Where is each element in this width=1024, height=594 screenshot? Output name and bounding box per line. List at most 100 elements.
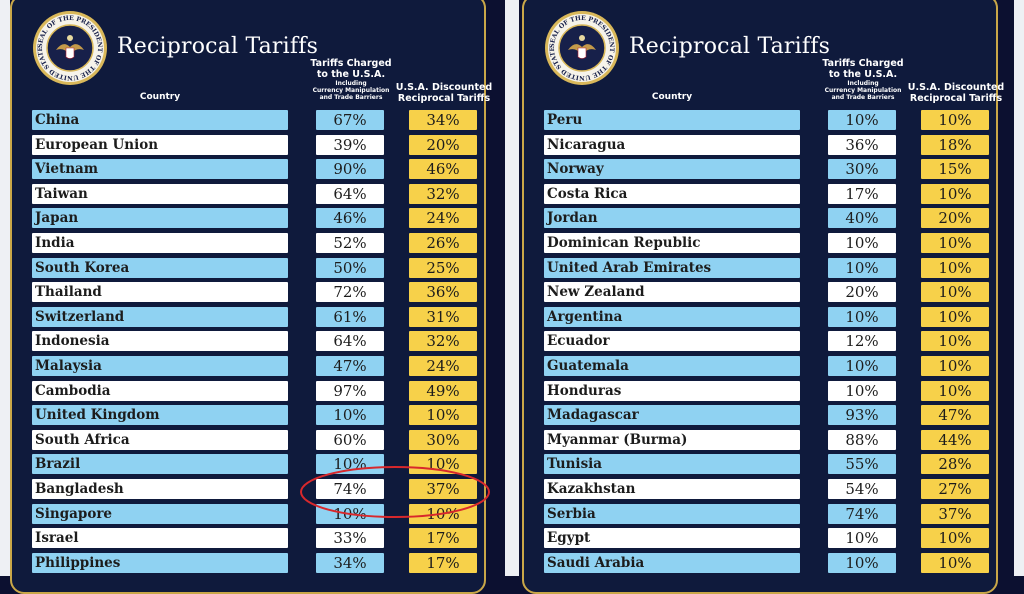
reciprocal-tariff-cell: 15% (921, 159, 989, 180)
country-cell: Singapore (32, 503, 288, 524)
tariff-charged-cell: 33% (316, 528, 384, 549)
country-cell: Ecuador (544, 331, 800, 352)
reciprocal-tariff-cell: 25% (409, 257, 477, 278)
reciprocal-tariff-cell: 20% (409, 134, 477, 155)
reciprocal-tariff-cell: 17% (409, 552, 477, 573)
reciprocal-tariff-cell: 10% (921, 110, 989, 130)
reciprocal-tariff-cell: 20% (921, 208, 989, 229)
country-cell: Switzerland (32, 306, 288, 327)
column-header-tariffs-charged: Tariffs Charged to the U.S.A. Including Cur… (296, 58, 406, 101)
reciprocal-tariff-cell: 26% (409, 233, 477, 253)
column-header-discounted: U.S.A. Discounted Reciprocal Tariffs (901, 82, 1011, 104)
reciprocal-tariff-cell: 31% (409, 306, 477, 327)
country-cell: Taiwan (32, 183, 288, 204)
column-header-discounted: U.S.A. Discounted Reciprocal Tariffs (389, 82, 499, 104)
tariff-charged-cell: 60% (316, 429, 384, 450)
tariff-charged-cell: 74% (828, 503, 896, 524)
tariff-charged-cell: 50% (316, 257, 384, 278)
reciprocal-tariff-cell: 34% (409, 110, 477, 130)
header-subline: Currency Manipulation (824, 87, 902, 94)
tariff-charged-cell: 90% (316, 159, 384, 180)
country-cell: Philippines (32, 552, 288, 573)
header-subline: and Trade Barriers (319, 94, 383, 101)
country-cell: Tunisia (544, 454, 800, 475)
reciprocal-tariff-cell: 17% (409, 528, 477, 549)
reciprocal-tariff-cell: 32% (409, 183, 477, 204)
tariff-charged-cell: 67% (316, 110, 384, 130)
reciprocal-tariff-cell: 36% (409, 282, 477, 303)
country-cell: Cambodia (32, 380, 288, 401)
header-line: Tariffs Charged (310, 58, 392, 69)
country-cell: Dominican Republic (544, 233, 800, 253)
country-cell: European Union (32, 134, 288, 155)
column-header-country: Country (139, 92, 181, 102)
header-subline: Currency Manipulation (312, 87, 390, 94)
column-header-country: Country (651, 92, 693, 102)
chart-title: Reciprocal Tariffs (117, 34, 319, 59)
tariff-charged-cell: 30% (828, 159, 896, 180)
header-subline: Including (335, 80, 367, 87)
tariff-charged-cell: 10% (828, 380, 896, 401)
country-cell: India (32, 233, 288, 253)
header-line: U.S.A. Discounted (907, 82, 1005, 93)
tariff-charged-cell: 93% (828, 405, 896, 426)
country-cell: Vietnam (32, 159, 288, 180)
header-line: U.S.A. Discounted (395, 82, 493, 93)
tariff-charged-cell: 17% (828, 183, 896, 204)
country-cell: Thailand (32, 282, 288, 303)
country-cell: Bangladesh (32, 479, 288, 499)
country-cell: Japan (32, 208, 288, 229)
reciprocal-tariff-cell: 37% (921, 503, 989, 524)
chart-title: Reciprocal Tariffs (629, 34, 831, 59)
country-cell: New Zealand (544, 282, 800, 303)
reciprocal-tariff-cell: 10% (921, 552, 989, 573)
left-margin-stripe (0, 0, 10, 576)
country-cell: United Arab Emirates (544, 257, 800, 278)
country-cell: Madagascar (544, 405, 800, 426)
country-cell: Honduras (544, 380, 800, 401)
tariff-charged-cell: 36% (828, 134, 896, 155)
reciprocal-tariff-cell: 24% (409, 356, 477, 376)
country-cell: Peru (544, 110, 800, 130)
right-margin-stripe (1014, 0, 1024, 576)
reciprocal-tariff-cell: 44% (921, 429, 989, 450)
tariff-charged-cell: 52% (316, 233, 384, 253)
reciprocal-tariff-cell: 10% (921, 183, 989, 204)
tariff-charged-cell: 10% (828, 233, 896, 253)
tariff-charged-cell: 10% (828, 257, 896, 278)
header-subline: Including (847, 80, 879, 87)
country-cell: Israel (32, 528, 288, 549)
reciprocal-tariff-cell: 10% (921, 306, 989, 327)
country-cell: Kazakhstan (544, 479, 800, 499)
reciprocal-tariff-cell: 28% (921, 454, 989, 475)
reciprocal-tariff-cell: 46% (409, 159, 477, 180)
tariff-charged-cell: 10% (828, 110, 896, 130)
tariff-charged-cell: 10% (828, 552, 896, 573)
tariff-charged-cell: 46% (316, 208, 384, 229)
tariff-charged-cell: 97% (316, 380, 384, 401)
reciprocal-tariff-cell: 10% (921, 380, 989, 401)
country-cell: Myanmar (Burma) (544, 429, 800, 450)
tariff-charged-cell: 20% (828, 282, 896, 303)
tariff-charged-cell: 88% (828, 429, 896, 450)
reciprocal-tariff-cell: 18% (921, 134, 989, 155)
tariff-charged-cell: 34% (316, 552, 384, 573)
tariff-charged-cell: 74% (316, 479, 384, 499)
country-cell: United Kingdom (32, 405, 288, 426)
reciprocal-tariff-cell: 30% (409, 429, 477, 450)
tariff-charged-cell: 64% (316, 183, 384, 204)
reciprocal-tariff-cell: 24% (409, 208, 477, 229)
presidential-seal-icon: SEAL OF THE PRESIDENT OF THE UNITED STAT… (32, 10, 107, 85)
center-gap-stripe (505, 0, 519, 576)
country-cell: China (32, 110, 288, 130)
tariff-charged-cell: 64% (316, 331, 384, 352)
tariff-charged-cell: 12% (828, 331, 896, 352)
reciprocal-tariff-cell: 10% (921, 528, 989, 549)
header-line: Reciprocal Tariffs (397, 93, 491, 104)
reciprocal-tariff-cell: 47% (921, 405, 989, 426)
reciprocal-tariff-cell: 10% (921, 233, 989, 253)
reciprocal-tariff-cell: 10% (921, 282, 989, 303)
tariff-charged-cell: 10% (828, 306, 896, 327)
reciprocal-tariff-cell: 10% (921, 257, 989, 278)
tariff-charged-cell: 40% (828, 208, 896, 229)
